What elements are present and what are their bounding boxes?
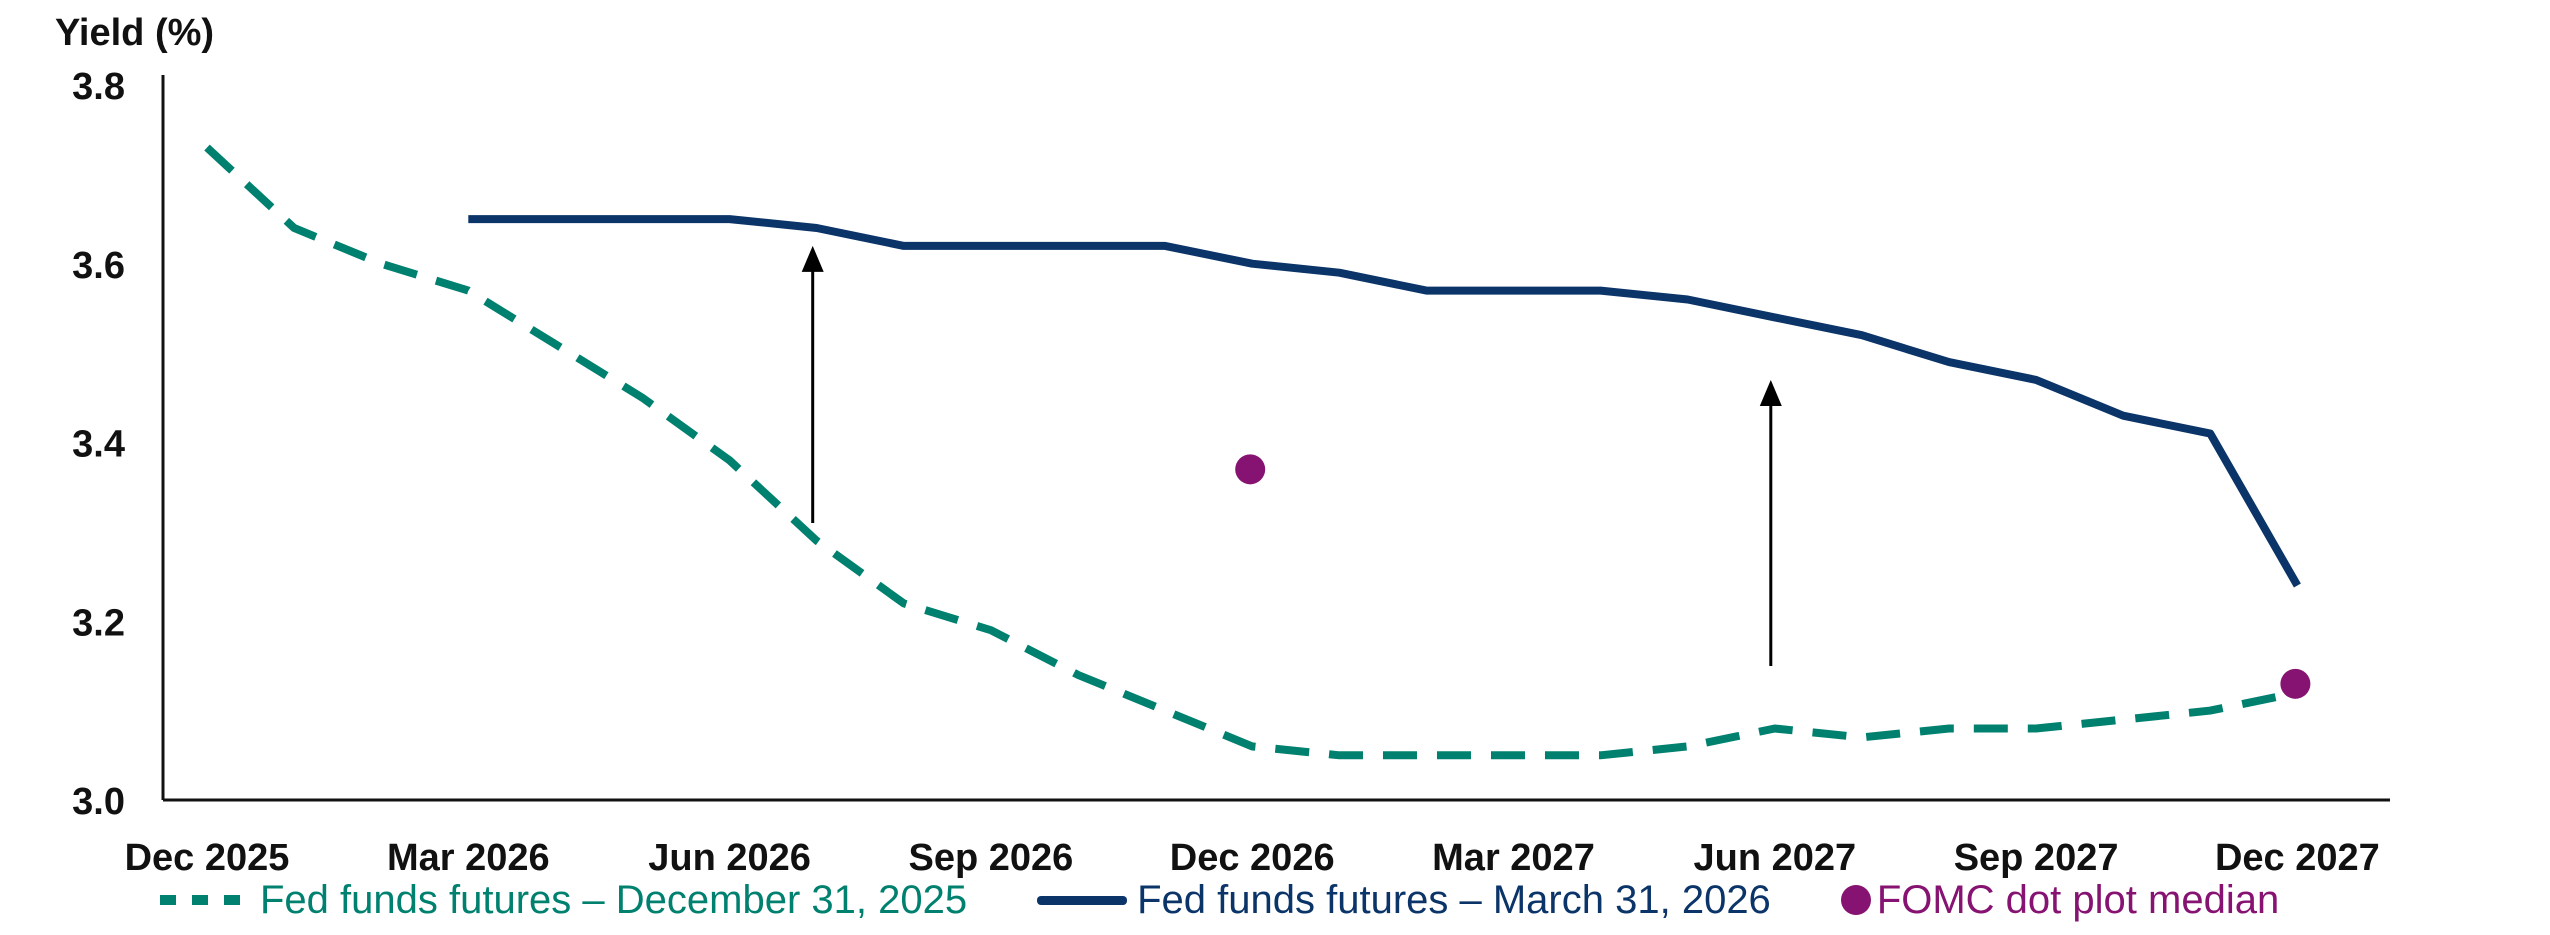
legend-item-mar-2026: Fed funds futures – March 31, 2026 — [1037, 878, 1771, 923]
y-tick-label: 3.0 — [72, 781, 125, 823]
x-tick-label: Mar 2026 — [387, 837, 550, 879]
y-tick-label: 3.4 — [72, 424, 125, 466]
y-axis-ticks: 3.0 3.2 3.4 3.6 3.8 — [72, 66, 125, 823]
legend-item-fomc: FOMC dot plot median — [1840, 877, 2280, 923]
x-tick-label: Sep 2026 — [909, 837, 1074, 879]
series-mar-2026-futures-line — [468, 215, 2301, 588]
chart-legend: Fed funds futures – December 31, 2025 Fe… — [160, 870, 2349, 930]
x-tick-label: Jun 2027 — [1693, 837, 1856, 879]
fomc-dot-icon — [1235, 454, 1266, 485]
solid-line-swatch-icon — [1037, 895, 1128, 905]
x-tick-label: Jun 2026 — [648, 837, 811, 879]
x-axis-ticks: Dec 2025 Mar 2026 Jun 2026 Sep 2026 Dec 2026… — [125, 837, 2380, 879]
legend-label: Fed funds futures – March 31, 2026 — [1137, 877, 1771, 922]
y-axis-title: Yield (%) — [55, 12, 214, 54]
dashed-line-swatch-icon — [160, 895, 250, 905]
legend-item-dec-2025: Fed funds futures – December 31, 2025 — [160, 878, 967, 923]
fomc-dot-icon — [2280, 668, 2311, 699]
x-tick-label: Dec 2027 — [2215, 837, 2380, 879]
dot-marker-swatch-icon — [1840, 885, 1871, 915]
x-tick-label: Mar 2027 — [1432, 837, 1595, 879]
series-dec-2025-futures-line — [204, 144, 2299, 760]
arrow-up-icon — [1759, 379, 1782, 406]
legend-label: FOMC dot plot median — [1876, 877, 2280, 922]
arrow-up-icon — [801, 245, 824, 272]
fomc-dot-markers — [1235, 454, 2311, 699]
x-tick-label: Dec 2025 — [125, 837, 290, 879]
y-tick-label: 3.8 — [72, 66, 125, 108]
y-tick-label: 3.6 — [72, 245, 125, 287]
y-tick-label: 3.2 — [72, 602, 125, 644]
legend-label: Fed funds futures – December 31, 2025 — [260, 877, 968, 922]
annotation-arrows — [801, 245, 1782, 666]
x-tick-label: Dec 2026 — [1170, 837, 1335, 879]
x-tick-label: Sep 2027 — [1954, 837, 2119, 879]
